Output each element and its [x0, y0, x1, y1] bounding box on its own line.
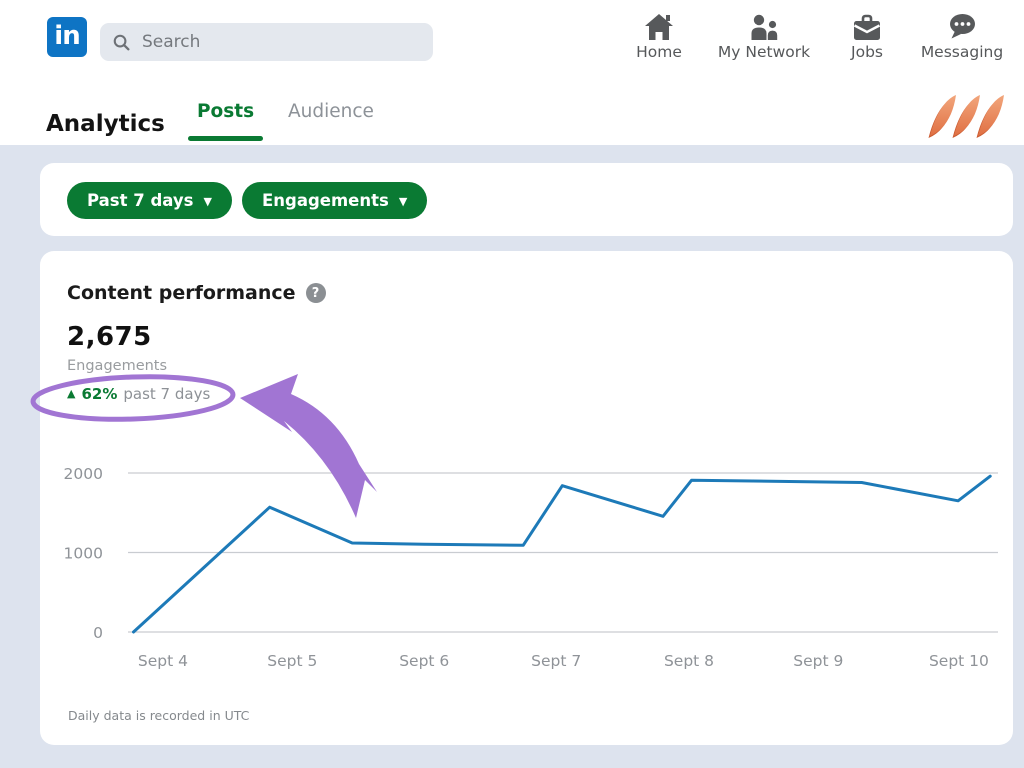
chart-footnote: Daily data is recorded in UTC — [68, 708, 250, 723]
caret-down-icon: ▼ — [203, 195, 212, 208]
nav-label: Messaging — [920, 43, 1004, 61]
chart-line — [132, 474, 992, 634]
nav-label: Jobs — [851, 43, 883, 61]
jobs-icon — [853, 14, 881, 40]
x-axis-tick-label: Sept 7 — [531, 652, 581, 670]
metric-label: Engagements — [262, 191, 389, 210]
tab-posts[interactable]: Posts — [197, 101, 255, 122]
trend-period: past 7 days — [123, 385, 211, 403]
linkedin-logo[interactable]: in — [47, 17, 87, 57]
x-axis-tick-label: Sept 8 — [664, 652, 714, 670]
card-title: Content performance — [67, 282, 296, 304]
date-range-label: Past 7 days — [87, 191, 194, 210]
y-axis-tick-label: 2000 — [64, 465, 103, 483]
trend-percent: 62% — [81, 385, 118, 403]
y-axis-tick-label: 1000 — [64, 545, 103, 563]
top-navigation-bar: in Home My Network — [0, 0, 1024, 145]
search-input[interactable] — [140, 31, 421, 53]
home-icon — [645, 14, 673, 40]
my-network-icon — [751, 14, 778, 40]
active-tab-underline — [188, 136, 263, 141]
page-title: Analytics — [46, 111, 165, 138]
y-axis-tick-label: 0 — [93, 624, 103, 642]
content-performance-card: Content performance ? 2,675 Engagements … — [40, 251, 1013, 745]
nav-item-messaging[interactable]: Messaging — [900, 12, 1024, 61]
nav-label: Home — [636, 43, 682, 61]
x-axis-tick-label: Sept 5 — [267, 652, 317, 670]
x-axis-tick-label: Sept 9 — [793, 652, 843, 670]
engagements-line-chart: 0 1000 2000 Sept 4 Sept 5 Sept 6 Sept 7 Sept 8 S… — [64, 465, 998, 670]
messaging-icon — [950, 14, 975, 39]
tab-audience[interactable]: Audience — [288, 101, 374, 122]
engagements-label: Engagements — [67, 358, 168, 374]
search-box[interactable] — [100, 23, 433, 61]
metric-dropdown[interactable]: Engagements ▼ — [242, 182, 428, 219]
help-icon[interactable]: ? — [305, 283, 326, 303]
nav-item-jobs[interactable]: Jobs — [805, 12, 929, 61]
nav-item-home[interactable]: Home — [597, 12, 721, 61]
x-axis-tick-label: Sept 4 — [138, 652, 188, 670]
nav-item-my-network[interactable]: My Network — [702, 12, 826, 61]
caret-down-icon: ▼ — [398, 195, 408, 208]
engagements-total: 2,675 — [67, 322, 152, 352]
x-axis-tick-label: Sept 10 — [929, 652, 989, 670]
brand-watermark-icon — [928, 95, 1004, 138]
trend-indicator: ▲ 62% past 7 days — [67, 385, 210, 403]
filter-bar: Past 7 days ▼ Engagements ▼ — [40, 163, 1013, 236]
search-icon — [113, 34, 130, 50]
trend-up-icon: ▲ — [67, 386, 76, 400]
x-axis-tick-label: Sept 6 — [399, 652, 449, 670]
date-range-dropdown[interactable]: Past 7 days ▼ — [67, 182, 232, 219]
nav-label: My Network — [717, 43, 811, 61]
